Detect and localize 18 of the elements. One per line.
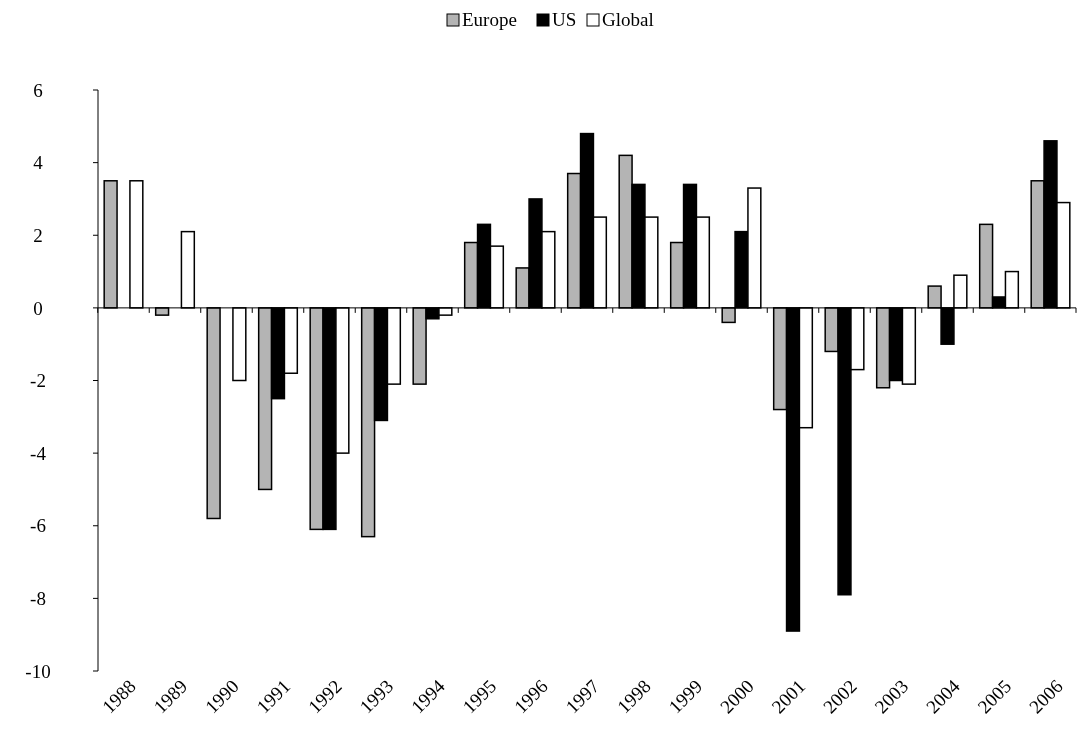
y-tick-label: 2 xyxy=(33,224,43,246)
y-tick-label: -2 xyxy=(30,370,46,392)
x-tick-label: 1992 xyxy=(304,675,346,718)
y-tick-label: 6 xyxy=(33,79,43,101)
x-tick-label: 1989 xyxy=(149,675,192,718)
y-tick-label: 4 xyxy=(33,152,44,174)
legend-label: Global xyxy=(602,9,654,30)
legend-label: US xyxy=(552,9,577,30)
x-tick-label: 1990 xyxy=(201,675,243,718)
y-tick-label: -8 xyxy=(30,588,46,610)
x-tick-label: 1991 xyxy=(252,675,295,718)
y-tick-label: -10 xyxy=(25,660,51,682)
y-tick-label: -4 xyxy=(30,442,47,464)
legend-label: Europe xyxy=(462,9,517,30)
x-tick-label: 1993 xyxy=(355,675,398,718)
y-tick-label: -6 xyxy=(30,515,46,537)
y-tick-label: 0 xyxy=(33,297,43,319)
x-tick-label: 1999 xyxy=(664,675,707,718)
